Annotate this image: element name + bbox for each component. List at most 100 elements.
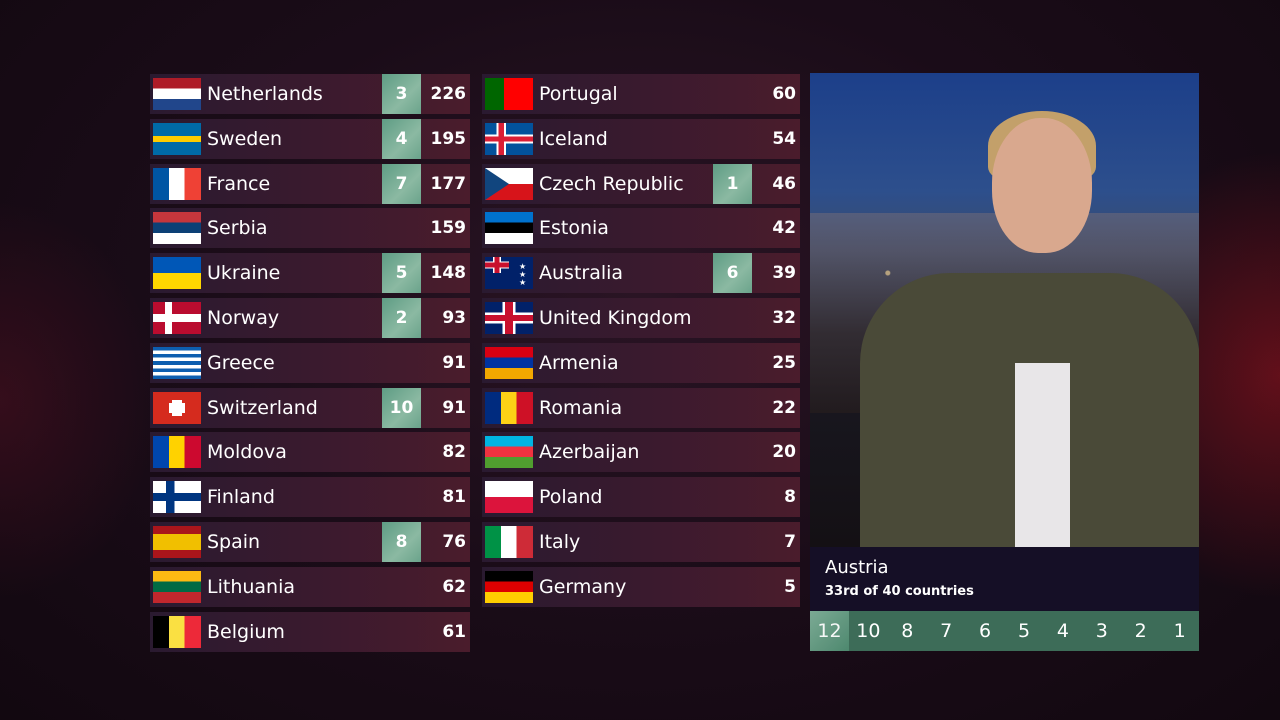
scoreboard-row: Romania 22 [482,387,800,428]
voting-country: Austria [825,557,889,578]
total-points: 91 [442,352,466,373]
points-received-badge: 8 [382,522,421,562]
spokesperson-face [992,118,1092,253]
scoreboard-row: Poland 8 [482,477,800,518]
points-value-8: 8 [901,620,914,642]
flag-es-icon [153,526,201,558]
points-value-6: 6 [979,620,992,642]
scoreboard-row: Portugal 60 [482,74,800,114]
total-points: 20 [772,442,796,463]
flag-fr-icon [153,167,201,200]
flag-gb-icon [485,302,533,334]
points-received-badge: 2 [382,298,421,338]
country-name: France [207,172,271,195]
points-value-3: 3 [1095,620,1108,642]
points-bar: 12 10 8 7 6 5 4 3 2 1 [810,611,1199,651]
total-points: 81 [442,487,466,508]
total-points: 93 [442,308,466,328]
points-value-10: 10 [856,620,881,642]
flag-de-icon [485,570,533,603]
scoreboard-row: Sweden 4 195 [150,118,470,159]
scoreboard-row: Spain 8 76 [150,522,470,562]
total-points: 91 [442,397,466,418]
scoreboard-row: Estonia 42 [482,208,800,249]
country-name: Spain [207,531,261,553]
total-points: 5 [784,576,796,597]
country-name: Italy [539,531,581,553]
total-points: 22 [772,397,796,418]
total-points: 159 [430,218,467,239]
country-name: Portugal [539,83,618,105]
scoreboard-row: Norway 2 93 [150,298,470,338]
total-points: 39 [772,263,796,284]
points-received-badge: 6 [713,253,752,294]
total-points: 25 [772,352,796,373]
scoreboard-row: Finland 81 [150,477,470,518]
points-received-badge: 10 [382,387,421,428]
flag-it-icon [485,526,533,558]
flag-ee-icon [485,212,533,245]
total-points: 148 [430,263,467,284]
background-glow [0,200,160,600]
scoreboard-row: Iceland 54 [482,118,800,159]
points-value-12: 12 [810,611,849,651]
spokesperson-shirt [1015,363,1070,547]
points-value-4: 4 [1056,620,1069,642]
country-name: Sweden [207,127,283,150]
total-points: 7 [784,532,796,552]
flag-nl-icon [153,78,201,110]
scoreboard-row: Ukraine 5 148 [150,253,470,294]
flag-ch-icon [153,391,201,424]
country-name: United Kingdom [539,307,692,329]
scoreboard-row: Czech Republic 1 46 [482,163,800,204]
points-value-5: 5 [1017,620,1031,642]
points-received-badge: 4 [382,118,421,159]
scoreboard-row: Switzerland 10 91 [150,387,470,428]
total-points: 60 [772,84,796,104]
flag-pt-icon [485,78,533,110]
spokesperson-video [810,73,1199,547]
country-name: Armenia [539,351,619,374]
country-name: Switzerland [207,396,318,419]
points-value-7: 7 [940,620,953,642]
total-points: 226 [430,84,467,104]
country-name: Iceland [539,127,608,150]
points-received-badge: 7 [382,163,421,204]
total-points: 46 [772,173,796,194]
scoreboard-row: Italy 7 [482,522,800,562]
flag-ua-icon [153,257,201,290]
flag-az-icon [485,436,533,469]
flag-pl-icon [485,481,533,514]
country-name: Estonia [539,217,609,240]
flag-gr-icon [153,346,201,379]
total-points: 62 [442,576,466,597]
points-value-1: 1 [1173,620,1186,642]
scoreboard-row: Moldova 82 [150,432,470,473]
spokesperson-caption: Austria 33rd of 40 countries [810,547,1199,611]
flag-am-icon [485,346,533,379]
country-name: Serbia [207,217,268,240]
scoreboard-row: Lithuania 62 [150,566,470,607]
flag-no-icon [153,302,201,334]
scoreboard-row: United Kingdom 32 [482,298,800,338]
flag-au-icon: ★ ★ ★ [485,257,533,290]
scoreboard-row: Belgium 61 [150,611,470,652]
country-name: Finland [207,486,275,509]
scoreboard-row: Azerbaijan 20 [482,432,800,473]
scoreboard-row: Armenia 25 [482,342,800,383]
country-name: Australia [539,262,624,285]
flag-ro-icon [485,391,533,424]
flag-rs-icon [153,212,201,245]
total-points: 76 [442,532,466,552]
flag-lt-icon [153,570,201,603]
country-name: Greece [207,351,275,374]
flag-md-icon [153,436,201,469]
country-name: Lithuania [207,575,296,598]
country-name: Moldova [207,441,287,464]
country-name: Germany [539,575,627,598]
country-name: Czech Republic [539,172,684,195]
flag-fi-icon [153,481,201,514]
total-points: 61 [442,621,466,642]
flag-se-icon [153,122,201,155]
country-name: Belgium [207,620,285,643]
